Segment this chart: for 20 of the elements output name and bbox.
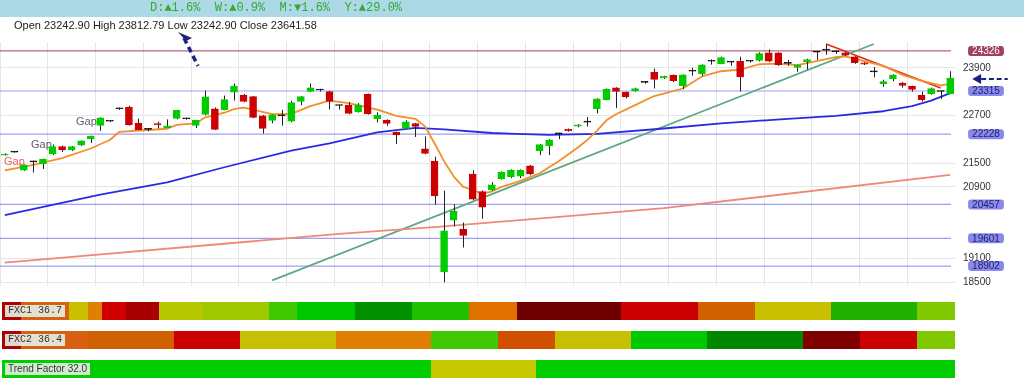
annotation: Gap <box>31 138 52 151</box>
chart-subtitle: Open 23242.90 High 23812.79 Low 23242.90 Close 23641.58 <box>14 19 317 31</box>
y-tick-label: 18500 <box>963 275 992 287</box>
heat-strip: FXC2 36.4 <box>2 331 955 349</box>
chart-title: D:▲1.6% W:▲0.9% M:▼1.6% Y:▲29.0% <box>150 1 403 15</box>
ref-line-label: 20457 <box>972 198 1001 210</box>
ref-line-label: 23315 <box>972 85 1001 97</box>
annotation: Gap <box>76 115 97 128</box>
heat-strip: Trend Factor 32.0 <box>2 360 955 378</box>
y-tick-label: 23900 <box>963 61 992 73</box>
ref-line-label: 22228 <box>972 128 1001 140</box>
heat-strip: FXC1 36.7 <box>2 302 955 320</box>
y-tick-label: 22700 <box>963 109 992 121</box>
y-tick-label: 21500 <box>963 156 992 168</box>
y-tick-label: 19100 <box>963 251 992 263</box>
ref-line-label: 24326 <box>972 45 1001 57</box>
y-tick-label: 20900 <box>963 180 992 192</box>
ref-line-label: 18902 <box>972 260 1001 272</box>
ref-line-label: 19601 <box>972 232 1001 244</box>
annotation: Gap <box>4 155 25 168</box>
